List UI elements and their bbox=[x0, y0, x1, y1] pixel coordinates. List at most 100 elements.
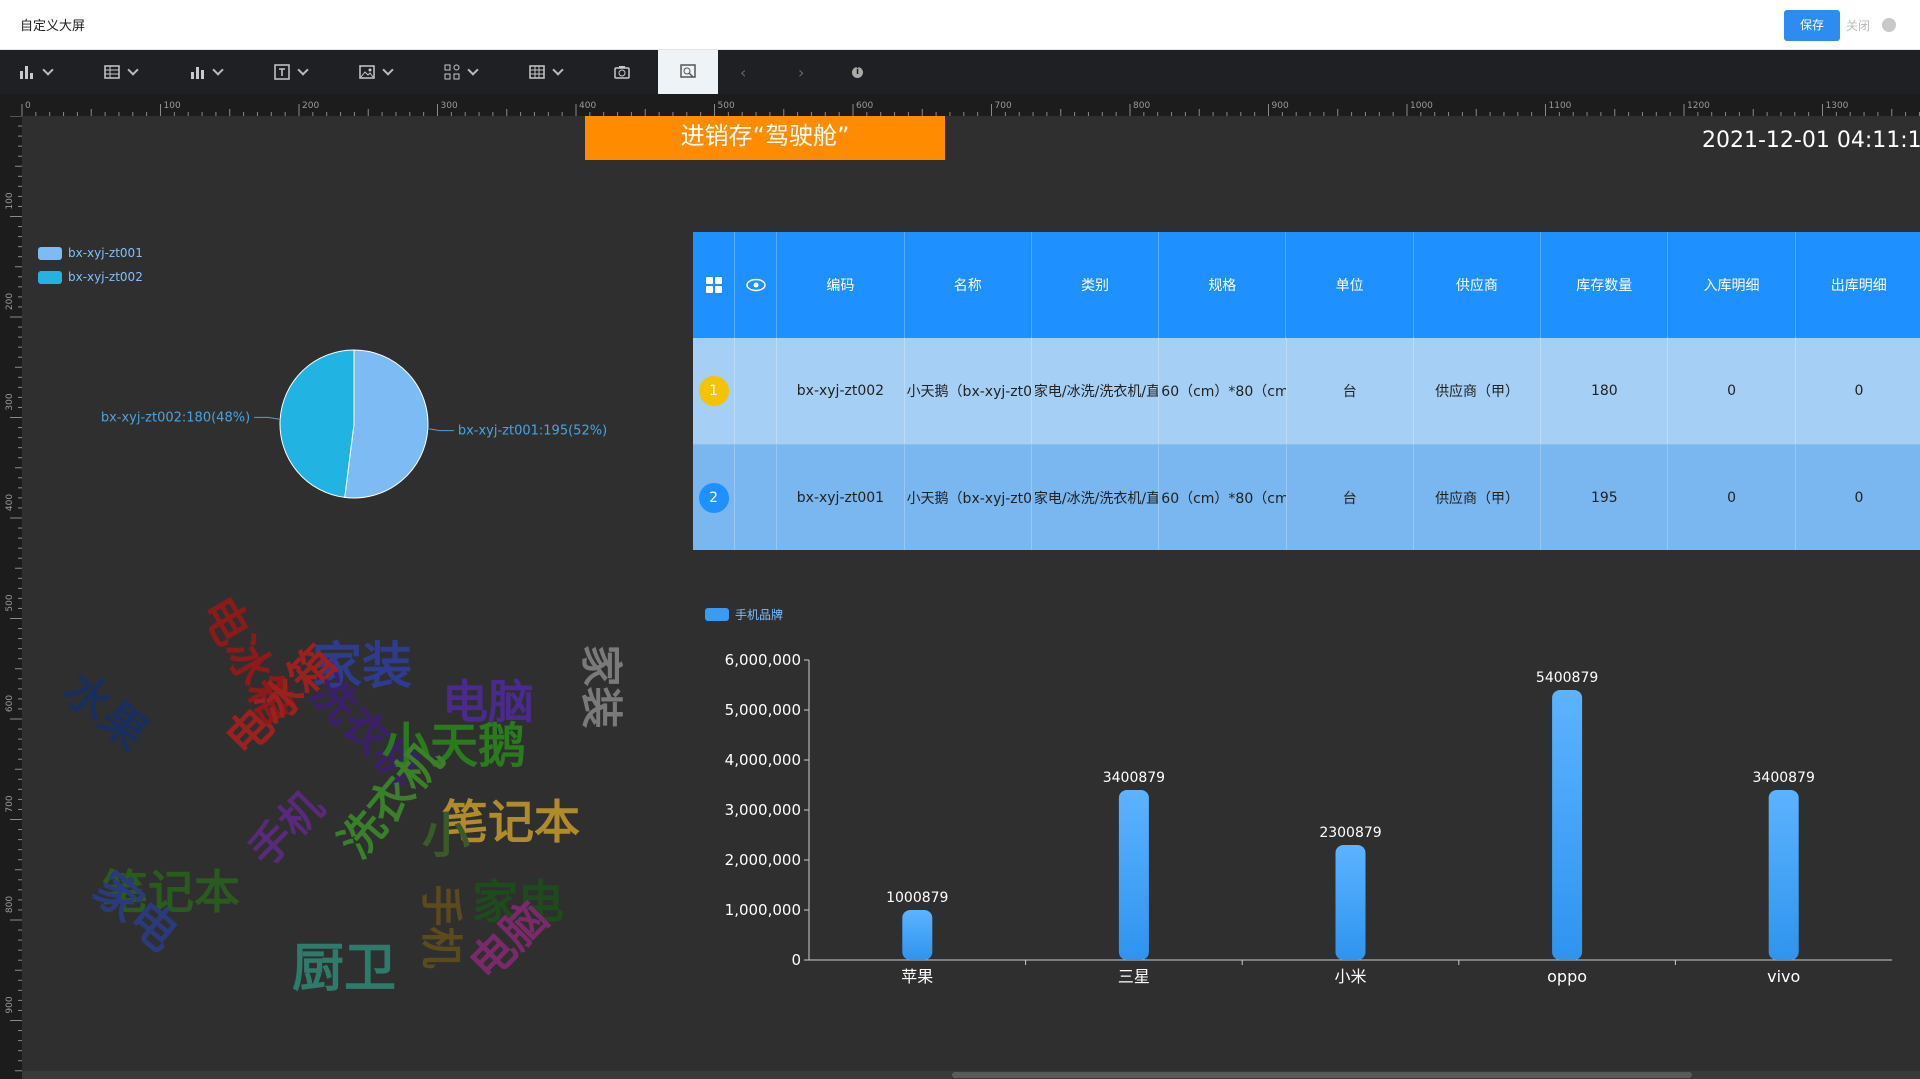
supplier-cell: 供应商（甲） bbox=[1414, 338, 1542, 444]
y-tick-label: 6,000,000 bbox=[725, 651, 801, 669]
ruler-top: 0 100 200 300 400 500 600 700 800 900 1000 1100 1200… bbox=[0, 94, 1920, 116]
info-button[interactable]: i bbox=[852, 50, 863, 94]
legend-swatch bbox=[705, 608, 729, 621]
apps-tool[interactable] bbox=[443, 50, 479, 94]
image-tool[interactable] bbox=[358, 50, 394, 94]
clock-text[interactable]: 2021-12-01 04:11:11 bbox=[1702, 128, 1920, 153]
pie-label-line bbox=[427, 428, 454, 432]
chevron-down-icon bbox=[42, 64, 54, 76]
chevron-right-icon: › bbox=[798, 62, 805, 82]
spec-cell: 60（cm）*80（cm） bbox=[1159, 338, 1287, 444]
table-tool[interactable] bbox=[103, 50, 139, 94]
grid-icon bbox=[705, 277, 722, 293]
stock-cell: 195 bbox=[1541, 445, 1669, 550]
horizontal-scrollbar[interactable] bbox=[22, 1071, 1920, 1079]
category-cell: 家电/冰洗/洗衣机/直筒 bbox=[1032, 338, 1160, 444]
preview-icon bbox=[680, 64, 696, 78]
bar-chart-tool[interactable] bbox=[18, 50, 54, 94]
ruler-left: 100 200 300 400 500 600 700 800 900 bbox=[0, 116, 22, 1079]
y-tick-label: 1,000,000 bbox=[725, 901, 801, 919]
stock-cell: 180 bbox=[1541, 338, 1669, 444]
col-header[interactable]: 编码 bbox=[777, 232, 905, 338]
pie-chart[interactable]: bx-xyj-zt001:195(52%) bx-xyj-zt002:180(48… bbox=[62, 316, 662, 536]
save-button[interactable]: 保存 bbox=[1784, 10, 1840, 41]
ruler-label: 400 bbox=[579, 101, 596, 111]
col-header[interactable]: 单位 bbox=[1286, 232, 1414, 338]
chevron-down-icon bbox=[212, 64, 224, 76]
grid-icon bbox=[529, 65, 545, 79]
text-tool[interactable] bbox=[273, 50, 309, 94]
pie-legend-item[interactable]: bx-xyj-zt002 bbox=[38, 270, 143, 284]
name-cell: 小天鹅（bx-xyj-zt002） bbox=[905, 338, 1032, 444]
supplier-cell: 供应商（甲） bbox=[1414, 445, 1542, 550]
screen-title[interactable]: 进销存“驾驶舱” bbox=[585, 116, 945, 160]
word-cloud-word[interactable]: 电脑 bbox=[442, 675, 534, 729]
legend-label: bx-xyj-zt002 bbox=[68, 270, 143, 284]
col-header[interactable]: 出库明细 bbox=[1796, 232, 1920, 338]
bar-chart[interactable]: 0 1,000,000 2,000,000 3,000,000 4,000,000 5,0… bbox=[682, 636, 1920, 996]
bar[interactable] bbox=[902, 909, 933, 960]
col-header[interactable]: 入库明细 bbox=[1668, 232, 1796, 338]
bar-legend-item[interactable]: 手机品牌 bbox=[705, 606, 783, 623]
chevron-down-icon bbox=[467, 64, 479, 76]
grid-tool[interactable] bbox=[528, 50, 564, 94]
bar[interactable] bbox=[1552, 689, 1583, 960]
out-detail-cell: 0 bbox=[1796, 445, 1920, 550]
x-tick-label: 三星 bbox=[1118, 967, 1150, 986]
undo-button[interactable]: ‹ bbox=[740, 50, 746, 94]
preview-tool[interactable] bbox=[658, 50, 718, 94]
bar-value-label: 3400879 bbox=[1103, 770, 1165, 786]
word-cloud-word[interactable]: 小天鹅 bbox=[382, 718, 527, 774]
pie-slice[interactable] bbox=[279, 349, 355, 498]
close-toggle[interactable] bbox=[1882, 18, 1896, 32]
col-header[interactable]: 供应商 bbox=[1414, 232, 1542, 338]
eye-toggle-cell[interactable] bbox=[735, 232, 778, 338]
scrollbar-thumb[interactable] bbox=[952, 1072, 1692, 1078]
bar[interactable] bbox=[1118, 789, 1149, 960]
chevron-down-icon bbox=[297, 64, 309, 76]
redo-button[interactable]: › bbox=[798, 50, 804, 94]
grid-toggle-cell[interactable] bbox=[693, 232, 736, 338]
table-row[interactable]: 1 bx-xyj-zt002 小天鹅（bx-xyj-zt002） 家电/冰洗/洗… bbox=[693, 338, 1920, 444]
image-icon bbox=[359, 65, 375, 79]
pie-slice[interactable] bbox=[344, 349, 429, 499]
design-canvas: 进销存“驾驶舱” 2021-12-01 04:11:11 bx-xyj-zt00… bbox=[22, 116, 1920, 1071]
word-cloud-word[interactable]: 家装 bbox=[312, 637, 412, 695]
x-tick-label: oppo bbox=[1547, 967, 1587, 986]
ruler-label: 1100 bbox=[1549, 101, 1572, 111]
ruler-label: 300 bbox=[441, 101, 458, 111]
word-cloud-word[interactable]: 厨卫 bbox=[292, 939, 397, 999]
row-index-cell: 1 bbox=[693, 338, 736, 444]
chevron-down-icon bbox=[127, 64, 139, 76]
word-cloud-word[interactable]: 小 bbox=[422, 808, 471, 864]
component-toolbar: ‹ › i bbox=[0, 50, 1920, 94]
ruler-label: 200 bbox=[302, 101, 319, 111]
word-cloud-word[interactable]: 家电 bbox=[472, 875, 564, 929]
col-header[interactable]: 规格 bbox=[1159, 232, 1287, 338]
info-icon: i bbox=[852, 66, 863, 78]
table-row[interactable]: 2 bx-xyj-zt001 小天鹅（bx-xyj-zt001） 家电/冰洗/洗… bbox=[693, 444, 1920, 550]
col-header[interactable]: 类别 bbox=[1032, 232, 1160, 338]
in-detail-cell: 0 bbox=[1668, 445, 1796, 550]
word-cloud[interactable]: 家装 电脑 家装 电冰箱 电冰箱 水果 洗衣机 小天鹅 笔记本小洗衣机 手机 笔记本 家电 家电 厨卫 手机… bbox=[53, 587, 682, 1056]
x-tick-label: 小米 bbox=[1334, 967, 1366, 986]
bar[interactable] bbox=[1335, 844, 1366, 960]
col-header[interactable]: 库存数量 bbox=[1541, 232, 1669, 338]
column-chart-icon bbox=[191, 67, 204, 79]
col-header[interactable]: 名称 bbox=[905, 232, 1032, 338]
word-cloud-word[interactable]: 水果 bbox=[53, 661, 159, 762]
pie-legend-item[interactable]: bx-xyj-zt001 bbox=[38, 246, 143, 260]
word-cloud-word[interactable]: 笔记本 bbox=[442, 795, 580, 849]
ruler-label: 1000 bbox=[1410, 101, 1433, 111]
word-cloud-word[interactable]: 家装 bbox=[576, 644, 626, 729]
camera-tool[interactable] bbox=[613, 50, 639, 94]
word-cloud-word[interactable]: 笔记本 bbox=[102, 865, 240, 919]
bar[interactable] bbox=[1768, 789, 1799, 960]
pie-label-line bbox=[254, 416, 281, 420]
column-chart-tool[interactable] bbox=[188, 50, 224, 94]
ruler-label: 500 bbox=[718, 101, 735, 111]
ruler-label: 400 bbox=[5, 494, 15, 511]
y-tick-label: 3,000,000 bbox=[725, 801, 801, 819]
word-cloud-word[interactable]: 手机 bbox=[239, 781, 334, 876]
ruler-label: 900 bbox=[1272, 101, 1289, 111]
